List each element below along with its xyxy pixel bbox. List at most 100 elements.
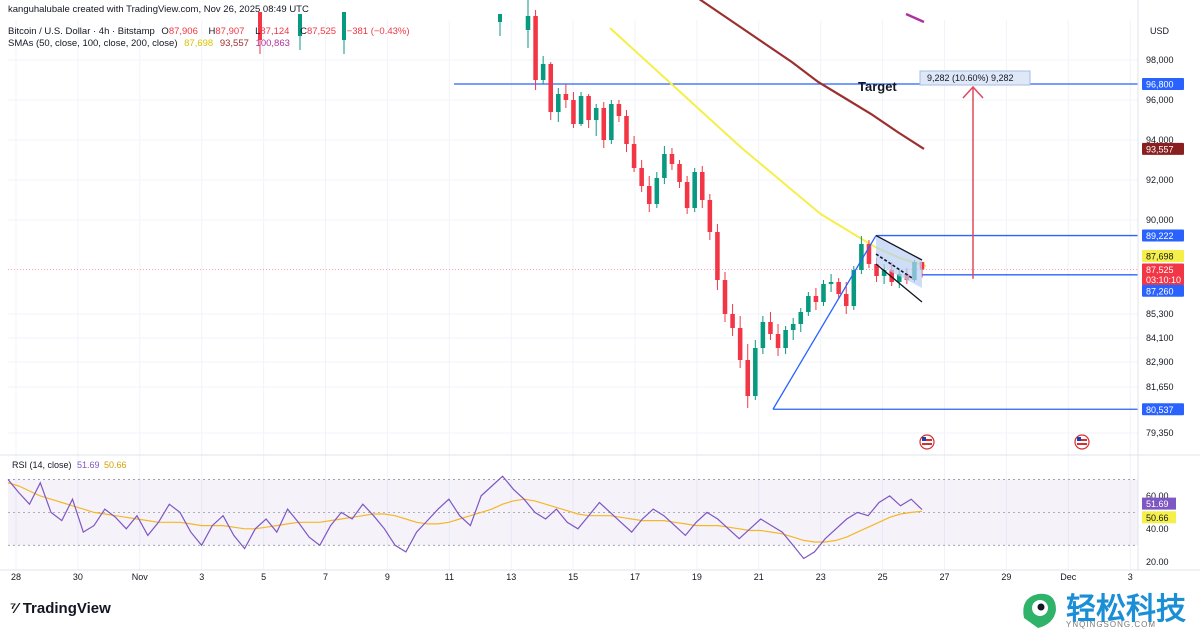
x-tick-label: 28 (11, 572, 21, 582)
price-label-level: 96,800 (1142, 78, 1184, 90)
sma-legend[interactable]: SMAs (50, close, 100, close, 200, close)… (8, 38, 294, 49)
candle-body (258, 12, 262, 40)
x-tick-label: 3 (1128, 572, 1133, 582)
candle-body (828, 282, 834, 284)
x-tick-label: 29 (1001, 572, 1011, 582)
y-tick-label: 79,350 (1146, 428, 1174, 438)
x-tick-label: 9 (385, 572, 390, 582)
candle-body (692, 172, 697, 208)
x-tick-label: 13 (506, 572, 516, 582)
rsi-tick-label: 20.00 (1146, 557, 1169, 567)
flag-lower-line (875, 263, 923, 303)
candle-body (669, 154, 675, 164)
sma100-value: 93,557 (219, 38, 249, 49)
event-stripe (1077, 439, 1087, 441)
candle-body (866, 244, 872, 264)
candle-body (639, 168, 644, 186)
sma-legend-label: SMAs (50, close, 100, close, 200, close) (8, 38, 178, 49)
rsi-label-text: 50.66 (1146, 513, 1169, 523)
price-label-bg (1142, 263, 1184, 276)
target-arrow-head (962, 85, 984, 99)
sma200-line (905, 12, 925, 24)
y-tick-label: 98,000 (1146, 55, 1174, 65)
x-tick-label: 3 (199, 572, 204, 582)
candle-body (662, 154, 667, 178)
x-tick-label: Dec (1060, 572, 1077, 582)
candle-body (646, 186, 652, 204)
candle-body (298, 14, 302, 36)
candle-body (745, 360, 751, 396)
candles (258, 0, 925, 408)
price-label-level: 87,260 (1142, 284, 1184, 297)
candle-body (737, 328, 743, 360)
candle-body (684, 182, 690, 208)
ohlc-h: H87,907 (208, 26, 245, 37)
rsi-price-label: 50.66 (1142, 511, 1176, 524)
candle-body (768, 322, 773, 334)
candle-body (783, 330, 788, 348)
candle-body (677, 164, 682, 182)
price-label-bg (1142, 229, 1184, 242)
rsi-ma-line (7, 482, 923, 543)
symbol-title[interactable]: Bitcoin / U.S. Dollar · 4h · Bitstamp (8, 26, 155, 37)
x-tick-label: 7 (323, 572, 328, 582)
rsi-price-label: 51.69 (1142, 497, 1176, 510)
candle-body (859, 244, 864, 270)
x-tick-label: 19 (692, 572, 702, 582)
event-flag-icon (1074, 434, 1090, 450)
price-label-countdown: 03:10:10 (1142, 273, 1184, 286)
symbol-ohlc-row: Bitcoin / U.S. Dollar · 4h · Bitstamp O8… (8, 26, 414, 37)
price-label-bg (1142, 78, 1184, 90)
chart-grid (0, 20, 1200, 570)
candle-body (556, 94, 561, 112)
candle-body (798, 312, 804, 324)
y-tick-label: 90,000 (1146, 215, 1174, 225)
ohlc-o: O87,906 (161, 26, 198, 37)
tradingview-brand[interactable]: ⁷⁄ TradingView (10, 600, 111, 617)
x-tick-label: 30 (73, 572, 83, 582)
candle-body (753, 348, 758, 396)
bull-flag-pattern: 9,282 (10.60%) 9,282 Target (772, 70, 1090, 450)
candle-body (616, 104, 622, 116)
target-label: Target (858, 79, 897, 94)
candle-body (707, 200, 713, 232)
y-tick-label: 81,650 (1146, 382, 1174, 392)
candle-body (881, 270, 887, 276)
price-label-sma50: 87,698 (1142, 250, 1184, 263)
price-label-text: 87,260 (1146, 286, 1174, 296)
sma100-line (698, 0, 925, 150)
price-axis: USD 98,000 96,000 94,000 92,000 90,000 85,300 8… (1137, 0, 1184, 570)
price-label-sma100: 93,557 (1142, 142, 1184, 155)
measure-label-text: 9,282 (10.60%) 9,282 (927, 73, 1014, 83)
rsi-legend-label: RSI (14, close) (12, 460, 72, 470)
price-label-text: 87,698 (1146, 252, 1174, 262)
price-label-text: 80,537 (1146, 405, 1174, 415)
candle-body (631, 144, 637, 168)
candle-body (760, 322, 766, 348)
flag-pole-line (772, 235, 877, 410)
watermark: 轻松科技 (1016, 588, 1186, 632)
event-stripe (922, 443, 932, 445)
brand-text: TradingView (22, 600, 111, 617)
watermark-logo-icon (1023, 593, 1056, 628)
candle-body (821, 284, 826, 302)
price-label-text: 96,800 (1146, 80, 1174, 90)
x-tick-label: 25 (878, 572, 888, 582)
candle-body (896, 274, 902, 282)
sma50-line (609, 27, 927, 267)
candle-body (836, 282, 841, 294)
candle-body (498, 14, 502, 22)
sma200-value: 100,863 (255, 38, 290, 49)
event-canton (1077, 437, 1081, 441)
candle-body (730, 314, 735, 328)
tradingview-logo-icon: ⁷⁄ (10, 600, 18, 617)
event-stripe (1077, 443, 1087, 445)
rsi-pane: RSI (14, close) 51.69 50.66 (7, 460, 1138, 560)
rsi-tick-label: 40.00 (1146, 524, 1169, 534)
candle-body (578, 96, 584, 124)
x-tick-label: 21 (754, 572, 764, 582)
price-label-bg (1142, 250, 1184, 263)
event-canton (922, 437, 926, 441)
ohlc-c: C87,525 (300, 26, 337, 37)
